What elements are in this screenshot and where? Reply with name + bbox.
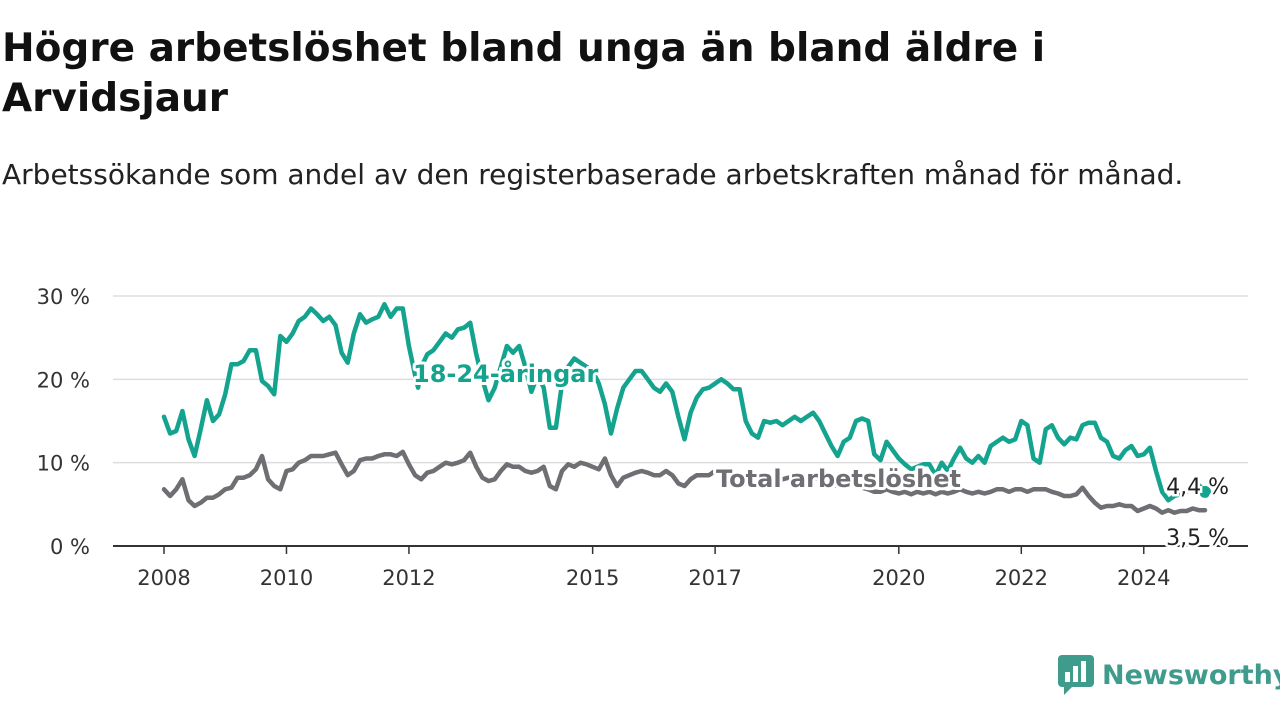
x-tick-label: 2024 xyxy=(1117,566,1170,590)
x-tick-label: 2012 xyxy=(382,566,435,590)
series-labels: 18-24-åringar Total arbetslöshet 4,4 % 3,5 … xyxy=(410,356,1232,554)
series-lines xyxy=(161,302,1211,515)
chart-subtitle: Arbetssökande som andel av den registerb… xyxy=(2,158,1184,191)
x-tick-label: 2008 xyxy=(137,566,190,590)
x-tick-label: 2017 xyxy=(688,566,741,590)
newsworthy-logo: Newsworthy xyxy=(1058,654,1280,696)
end-value-total: 3,5 % xyxy=(1166,526,1229,551)
y-tick-label: 10 % xyxy=(37,452,90,476)
y-axis: 0 % 10 % 20 % 30 % xyxy=(37,285,90,559)
series-label-youth: 18-24-åringar xyxy=(413,359,598,388)
y-tick-label: 0 % xyxy=(50,535,90,559)
x-tick-label: 2015 xyxy=(566,566,619,590)
x-tick-label: 2022 xyxy=(995,566,1048,590)
x-tick-label: 2020 xyxy=(872,566,925,590)
end-value-youth: 4,4 % xyxy=(1166,475,1229,500)
y-tick-label: 30 % xyxy=(37,285,90,309)
y-tick-label: 20 % xyxy=(37,368,90,392)
chart-title: Högre arbetslöshet bland unga än bland ä… xyxy=(2,26,1046,121)
series-line-youth xyxy=(161,302,1208,503)
newsworthy-logo-icon xyxy=(1058,655,1094,695)
series-end-marker xyxy=(1199,485,1211,498)
x-tick-label: 2010 xyxy=(260,566,313,590)
series-label-total: Total arbetslöshet xyxy=(716,465,961,493)
x-axis: 2008 2010 2012 2015 2017 2020 2022 2024 xyxy=(137,546,1170,590)
brand-name: Newsworthy xyxy=(1102,659,1280,691)
series-line-total xyxy=(161,449,1208,515)
